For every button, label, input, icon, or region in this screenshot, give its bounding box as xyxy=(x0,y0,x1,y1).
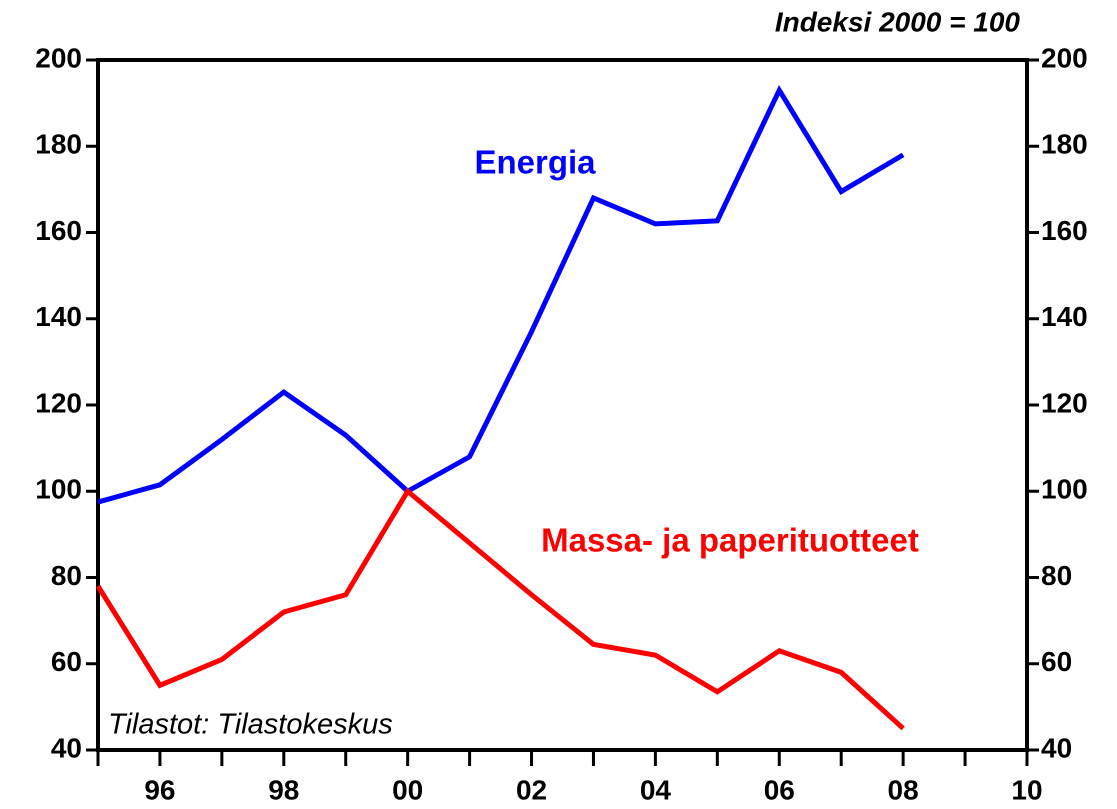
chart-title: Indeksi 2000 = 100 xyxy=(775,6,1021,37)
x-tick-label: 96 xyxy=(144,774,175,805)
y2-tick-label: 200 xyxy=(1041,42,1088,73)
y-tick-label: 180 xyxy=(35,129,82,160)
x-tick-label: 98 xyxy=(268,774,299,805)
line-series xyxy=(95,487,905,731)
y2-tick-label: 140 xyxy=(1041,301,1088,332)
y2-tick-label: 40 xyxy=(1041,732,1072,763)
y-tick-label: 200 xyxy=(35,42,82,73)
series-label: Energia xyxy=(474,144,596,181)
x-tick-label: 00 xyxy=(392,774,423,805)
y2-tick-label: 100 xyxy=(1041,474,1088,505)
x-tick-label: 06 xyxy=(764,774,795,805)
line-series xyxy=(97,84,905,505)
y2-tick-label: 80 xyxy=(1041,560,1072,591)
x-tick-label: 08 xyxy=(888,774,919,805)
x-tick-label: 02 xyxy=(516,774,547,805)
y-tick-label: 40 xyxy=(51,732,82,763)
y2-tick-label: 120 xyxy=(1041,387,1088,418)
series-label: Massa- ja paperituotteet xyxy=(541,522,919,559)
y2-tick-label: 60 xyxy=(1041,646,1072,677)
y-tick-label: 140 xyxy=(35,301,82,332)
y2-tick-label: 160 xyxy=(1041,215,1088,246)
y-tick-label: 60 xyxy=(51,646,82,677)
y2-tick-label: 180 xyxy=(1041,129,1088,160)
y-tick-label: 100 xyxy=(35,474,82,505)
x-tick-label: 04 xyxy=(640,774,672,805)
y-tick-label: 120 xyxy=(35,387,82,418)
y-tick-label: 80 xyxy=(51,560,82,591)
y-tick-label: 160 xyxy=(35,215,82,246)
x-tick-label: 10 xyxy=(1011,774,1042,805)
source-note: Tilastot: Tilastokeskus xyxy=(108,709,393,741)
